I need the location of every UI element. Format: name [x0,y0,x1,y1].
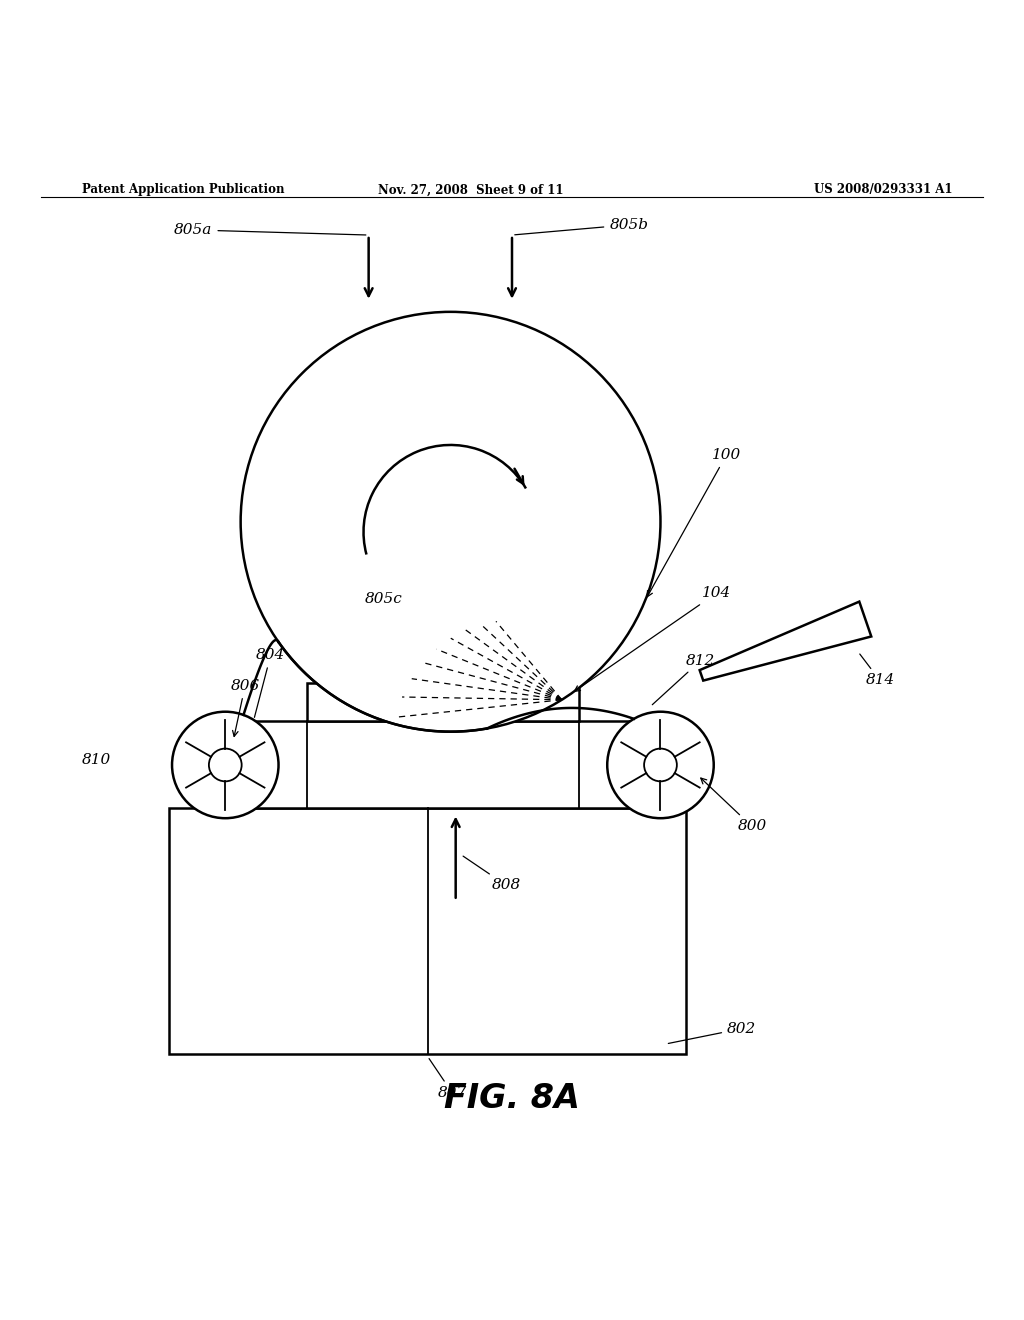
Text: FIG. 8A: FIG. 8A [444,1082,580,1115]
Polygon shape [699,602,871,681]
Text: US 2008/0293331 A1: US 2008/0293331 A1 [814,183,952,197]
Text: Patent Application Publication: Patent Application Publication [82,183,285,197]
Text: 805a: 805a [174,223,366,236]
Text: 807: 807 [429,1059,467,1100]
Text: 805c: 805c [366,591,402,606]
Text: 814: 814 [860,653,895,688]
Text: 802: 802 [669,1022,757,1043]
Text: Nov. 27, 2008  Sheet 9 of 11: Nov. 27, 2008 Sheet 9 of 11 [378,183,564,197]
Text: 104: 104 [574,586,731,692]
Bar [169,808,686,1055]
Text: 810: 810 [81,752,111,767]
Text: 805b: 805b [515,218,648,235]
Text: 100: 100 [647,449,741,597]
Text: 800: 800 [700,777,767,833]
Text: 812: 812 [652,653,716,705]
Circle shape [172,711,279,818]
Text: 804: 804 [254,648,286,717]
Text: 806: 806 [230,678,260,737]
Circle shape [607,711,714,818]
Bar [307,682,579,722]
Bar [230,722,655,808]
Circle shape [241,312,660,731]
Text: 808: 808 [463,857,521,892]
Circle shape [209,748,242,781]
Circle shape [644,748,677,781]
